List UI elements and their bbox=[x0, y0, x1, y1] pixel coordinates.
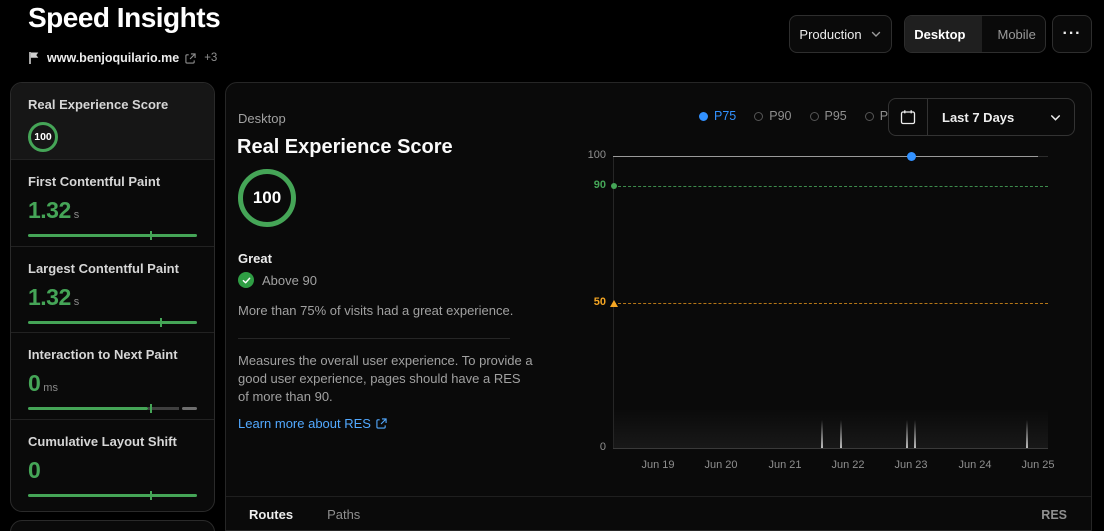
rating-threshold-text: Above 90 bbox=[262, 272, 317, 288]
divider bbox=[238, 338, 510, 339]
chevron-down-icon bbox=[1049, 111, 1074, 124]
metric-unit: s bbox=[73, 296, 80, 308]
project-domain: www.benjoquilario.me bbox=[47, 51, 180, 65]
sidebar-next-card-edge bbox=[10, 520, 215, 531]
metric-unit: ms bbox=[43, 382, 58, 394]
metric-detail-title: Real Experience Score bbox=[237, 136, 453, 158]
x-tick: Jun 23 bbox=[894, 459, 928, 471]
learn-more-link[interactable]: Learn more about RES bbox=[238, 416, 387, 431]
metric-label: Cumulative Layout Shift bbox=[28, 434, 177, 449]
x-axis-line bbox=[613, 448, 1048, 449]
percentile-p95[interactable]: P95 bbox=[809, 109, 847, 123]
flag-icon bbox=[28, 51, 41, 65]
gridline-100 bbox=[613, 156, 1048, 157]
metric-detail-panel: Desktop Real Experience Score 100 Great … bbox=[225, 82, 1092, 531]
metric-label: Interaction to Next Paint bbox=[28, 347, 178, 362]
sidebar-item-real-experience-score[interactable]: Real Experience Score 100 bbox=[11, 83, 214, 159]
check-circle-icon bbox=[238, 272, 254, 288]
visits-summary: More than 75% of visits had a great expe… bbox=[238, 303, 514, 318]
date-range-picker[interactable]: Last 7 Days bbox=[888, 98, 1075, 136]
sidebar-item-cumulative-layout-shift[interactable]: Cumulative Layout Shift 0 bbox=[11, 419, 214, 511]
page-title: Speed Insights bbox=[28, 2, 221, 33]
device-tab-desktop[interactable]: Desktop bbox=[905, 16, 982, 52]
x-tick: Jun 24 bbox=[958, 459, 992, 471]
y-tick-50: 50 bbox=[593, 296, 606, 308]
y-axis-line bbox=[613, 156, 614, 448]
date-range-label: Last 7 Days bbox=[942, 109, 1015, 125]
reference-line-90 bbox=[613, 186, 1048, 187]
sample-spike bbox=[906, 420, 908, 448]
y-tick-0: 0 bbox=[599, 441, 606, 453]
device-tab-mobile[interactable]: Mobile bbox=[997, 26, 1036, 42]
tab-paths[interactable]: Paths bbox=[327, 507, 361, 522]
sample-spike bbox=[821, 420, 823, 448]
metric-value: 0 bbox=[28, 457, 41, 483]
external-link-icon[interactable] bbox=[185, 52, 196, 64]
reference-line-50 bbox=[613, 303, 1048, 304]
sample-spike bbox=[914, 420, 916, 448]
y-tick-100: 100 bbox=[587, 149, 606, 161]
percentile-selector: P75 P90 P95 P99 bbox=[699, 109, 902, 123]
sample-density-glow bbox=[614, 408, 1048, 448]
radio-selected-icon bbox=[699, 111, 708, 121]
x-tick: Jun 22 bbox=[831, 459, 865, 471]
p75-series-line bbox=[613, 156, 1038, 157]
tab-routes[interactable]: Routes bbox=[249, 507, 294, 522]
sidebar-item-largest-contentful-paint[interactable]: Largest Contentful Paint 1.32 s bbox=[11, 246, 214, 332]
external-link-icon bbox=[376, 418, 387, 429]
metrics-sidebar: Real Experience Score 100 First Contentf… bbox=[10, 82, 215, 512]
orange-threshold-marker-icon bbox=[610, 300, 618, 307]
radio-icon bbox=[864, 111, 874, 121]
metric-label: First Contentful Paint bbox=[28, 174, 161, 189]
chevron-down-icon bbox=[870, 28, 882, 40]
sample-spike bbox=[840, 420, 842, 448]
metric-threshold-bar bbox=[28, 318, 197, 327]
percentile-p75[interactable]: P75 bbox=[699, 109, 736, 123]
metric-unit: s bbox=[73, 209, 80, 221]
footer-metric-label: RES bbox=[1041, 507, 1067, 522]
device-toggle: Desktop Mobile bbox=[904, 15, 1046, 53]
sidebar-item-first-contentful-paint[interactable]: First Contentful Paint 1.32 s bbox=[11, 159, 214, 246]
environment-selector[interactable]: Production bbox=[789, 15, 892, 53]
x-tick: Jun 21 bbox=[768, 459, 802, 471]
x-tick: Jun 19 bbox=[641, 459, 675, 471]
sidebar-item-interaction-to-next-paint[interactable]: Interaction to Next Paint 0 ms bbox=[11, 332, 214, 419]
score-ring: 100 bbox=[238, 169, 296, 227]
metric-value: 1.32 bbox=[28, 197, 71, 223]
x-tick: Jun 25 bbox=[1021, 459, 1055, 471]
metric-value: 0 bbox=[28, 370, 41, 396]
environment-label: Production bbox=[799, 26, 862, 42]
metric-threshold-bar bbox=[28, 404, 197, 413]
green-threshold-marker-icon bbox=[611, 183, 617, 189]
routes-footer-bar: Routes Paths RES bbox=[226, 496, 1091, 531]
extra-domains-badge[interactable]: +3 bbox=[204, 52, 218, 64]
project-domain-row[interactable]: www.benjoquilario.me +3 bbox=[28, 51, 217, 65]
metric-threshold-bar bbox=[28, 491, 197, 500]
metric-label: Real Experience Score bbox=[28, 97, 169, 112]
device-label: Desktop bbox=[238, 111, 286, 126]
radio-icon bbox=[754, 111, 764, 121]
ellipsis-icon: ··· bbox=[1062, 25, 1082, 42]
metric-description: Measures the overall user experience. To… bbox=[238, 353, 533, 404]
more-options-button[interactable]: ··· bbox=[1052, 15, 1092, 53]
x-tick: Jun 20 bbox=[704, 459, 738, 471]
metric-value: 1.32 bbox=[28, 284, 71, 310]
radio-icon bbox=[809, 111, 819, 121]
score-badge: 100 bbox=[28, 122, 58, 152]
score-value: 100 bbox=[252, 188, 282, 207]
rating-label: Great bbox=[238, 251, 272, 266]
metric-label: Largest Contentful Paint bbox=[28, 261, 179, 276]
metric-threshold-bar bbox=[28, 231, 197, 240]
rating-detail-row: Above 90 bbox=[238, 272, 317, 288]
sample-spike bbox=[1026, 420, 1028, 448]
calendar-icon[interactable] bbox=[889, 99, 928, 135]
percentile-p90[interactable]: P90 bbox=[754, 109, 792, 123]
p75-data-point-jun23[interactable] bbox=[907, 152, 916, 161]
y-tick-90: 90 bbox=[593, 179, 606, 191]
